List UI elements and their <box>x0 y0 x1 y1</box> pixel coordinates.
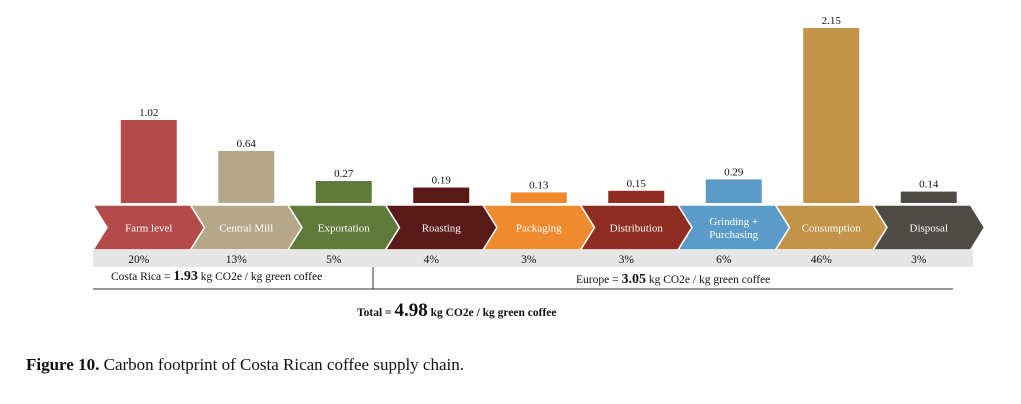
bar-6 <box>705 179 762 203</box>
category-label-3: Roasting <box>422 223 462 235</box>
value-label-2: 0.27 <box>334 168 354 180</box>
value-label-1: 0.64 <box>237 138 257 150</box>
category-label-7: Consumption <box>802 223 862 235</box>
bar-1 <box>218 150 275 203</box>
category-label-6: Grinding + Purchasing <box>709 216 758 241</box>
bar-7 <box>803 28 860 203</box>
percentage-1: 13% <box>226 254 248 266</box>
value-label-6: 0.29 <box>724 166 744 178</box>
total-summary: Total = 4.98 kg CO2e / kg green coffee <box>357 300 557 321</box>
percentage-5: 3% <box>619 254 635 266</box>
category-label-8: Disposal <box>910 223 949 235</box>
europe-summary: Europe = 3.05 kg CO2e / kg green coffee <box>576 272 770 287</box>
category-label-0: Farm level <box>125 223 172 235</box>
percentage-7: 46% <box>811 254 833 266</box>
chevrons-group: Farm level Central Mill Exportation Roastin… <box>91 204 986 251</box>
category-label-1: Central Mill <box>219 223 273 235</box>
percentage-band <box>93 250 973 267</box>
value-label-4: 0.13 <box>529 179 549 191</box>
bar-0 <box>120 119 177 203</box>
value-label-5: 0.15 <box>627 178 647 190</box>
value-label-7: 2.15 <box>822 15 842 27</box>
bar-3 <box>413 187 470 203</box>
percentage-2: 5% <box>326 254 342 266</box>
bars-group <box>120 28 957 203</box>
value-labels-group: 1.02 0.64 0.27 0.19 0.13 0.15 0.29 2.15 0.14 <box>139 15 939 191</box>
percentage-4: 3% <box>521 254 537 266</box>
percentage-6: 6% <box>716 254 732 266</box>
costa-rica-summary: Costa Rica = 1.93 kg CO2e / kg green cof… <box>111 269 322 284</box>
value-label-8: 0.14 <box>919 179 939 191</box>
supply-chain-chart: 1.02 0.64 0.27 0.19 0.13 0.15 0.29 2.15 0.14 Far… <box>91 15 986 321</box>
bar-2 <box>315 181 372 203</box>
bar-8 <box>900 191 957 203</box>
percentages-group: 20% 13% 5% 4% 3% 3% 6% 46% 3% <box>128 254 927 266</box>
percentage-0: 20% <box>128 254 150 266</box>
percentage-8: 3% <box>911 254 927 266</box>
value-label-3: 0.19 <box>432 175 452 187</box>
percentage-3: 4% <box>424 254 440 266</box>
caption-label: Figure 10. <box>26 355 100 374</box>
category-label-2: Exportation <box>318 223 370 235</box>
value-label-0: 1.02 <box>139 107 158 119</box>
bar-4 <box>510 192 567 203</box>
category-label-4: Packaging <box>516 223 562 235</box>
figure-caption: Figure 10. Carbon footprint of Costa Ric… <box>26 355 464 375</box>
caption-text: Carbon footprint of Costa Rican coffee s… <box>99 355 464 374</box>
category-label-5: Distribution <box>610 223 664 235</box>
bar-5 <box>608 190 665 203</box>
